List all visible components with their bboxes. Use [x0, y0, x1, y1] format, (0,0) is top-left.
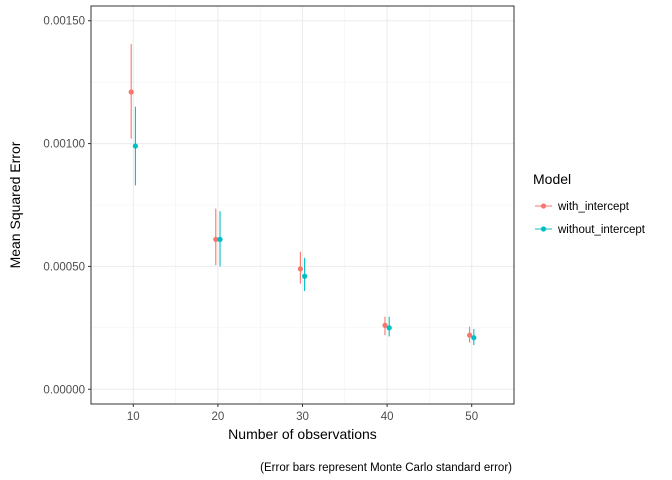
y-tick-label: 0.00100: [43, 139, 85, 151]
data-point: [213, 236, 219, 242]
x-tick-label: 50: [465, 411, 478, 423]
data-point: [128, 89, 134, 95]
y-axis: 0.00000 0.00050 0.00100 0.00150: [43, 16, 91, 396]
y-tick-label: 0.00050: [43, 261, 85, 273]
legend-label: with_intercept: [557, 201, 630, 213]
x-tick-label: 20: [212, 411, 225, 423]
legend-key-point: [540, 203, 547, 209]
caption: (Error bars represent Monte Carlo standa…: [260, 462, 512, 474]
data-point: [471, 335, 477, 341]
x-tick-label: 30: [296, 411, 309, 423]
x-axis: 10 20 30 40 50: [127, 404, 478, 423]
data-point: [217, 236, 223, 242]
y-tick-label: 0.00000: [43, 384, 85, 396]
legend-label: without_intercept: [557, 224, 646, 236]
data-point: [297, 266, 303, 272]
x-axis-title: Number of observations: [228, 426, 377, 442]
data-point: [132, 143, 139, 149]
data-point: [386, 325, 392, 331]
data-point: [382, 322, 388, 328]
legend-key-point: [540, 226, 547, 232]
legend-keys: with_intercept without_intercept: [535, 201, 646, 236]
data-point: [466, 332, 473, 338]
y-axis-title: Mean Squared Error: [7, 141, 23, 268]
x-tick-label: 40: [381, 411, 394, 423]
y-tick-label: 0.00150: [43, 16, 85, 28]
x-tick-label: 10: [127, 411, 140, 423]
legend: Model with_intercept without_intercept: [533, 171, 646, 236]
data-marks: [128, 44, 477, 346]
data-point: [302, 273, 308, 279]
grid-major: [91, 6, 514, 404]
legend-title: Model: [533, 171, 571, 187]
